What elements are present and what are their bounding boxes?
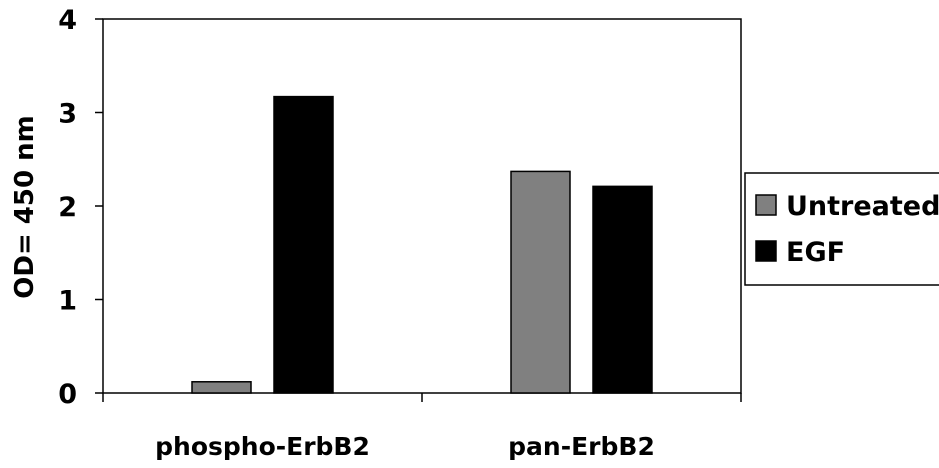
legend-swatch <box>755 194 777 216</box>
legend-label: Untreated <box>786 191 939 222</box>
x-axis-categories: phospho-ErbB2 pan-ErbB2 <box>102 393 742 461</box>
bar-egf-pan-erbb2 <box>592 185 653 394</box>
legend-label: EGF <box>786 237 845 268</box>
bar-untreated-pan-erbb2 <box>510 170 571 394</box>
x-category-label: pan-ErbB2 <box>508 432 655 461</box>
bar-untreated-phospho-erbb2 <box>191 381 252 394</box>
y-tick-label: 0 <box>58 379 77 410</box>
y-tick-label: 2 <box>58 192 77 223</box>
bar-egf-phospho-erbb2 <box>273 95 334 394</box>
legend-swatch <box>755 240 777 262</box>
y-tick-label: 3 <box>58 99 77 130</box>
legend-box <box>744 172 939 286</box>
legend: Untreated EGF <box>744 172 939 286</box>
y-axis-ticks: 0 1 2 3 4 <box>58 5 103 410</box>
plot-area <box>102 18 742 394</box>
y-tick-label: 1 <box>58 286 77 317</box>
y-axis-title: OD= 450 nm <box>10 115 40 298</box>
y-tick-label: 4 <box>58 5 77 36</box>
x-category-label: phospho-ErbB2 <box>155 432 370 461</box>
